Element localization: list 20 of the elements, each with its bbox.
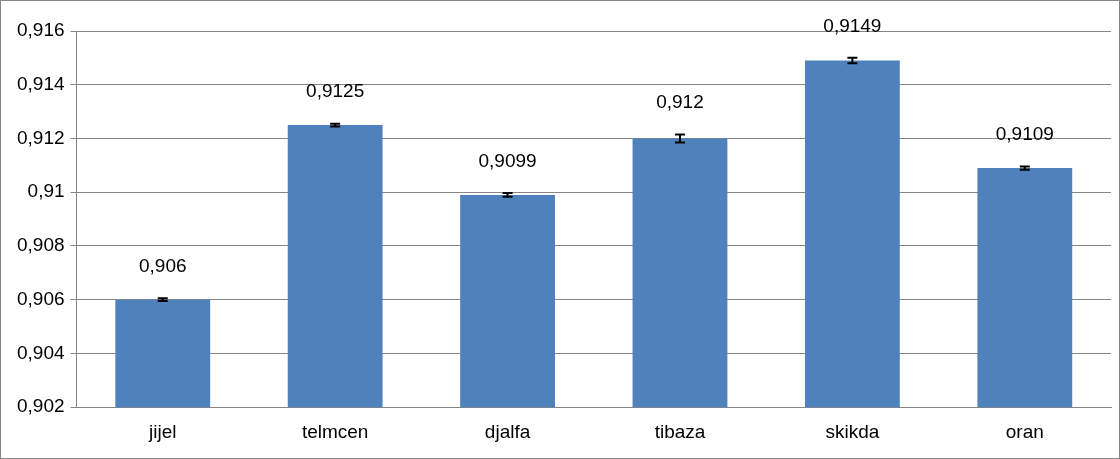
- x-tick-label: skikda: [825, 420, 880, 442]
- data-label: 0,9149: [823, 14, 882, 36]
- data-label: 0,9125: [306, 80, 365, 102]
- x-tick-label: tibaza: [654, 420, 706, 442]
- data-label: 0,9109: [995, 123, 1054, 145]
- y-tick-label: 0,904: [17, 341, 65, 363]
- y-tick-label: 0,906: [17, 287, 65, 309]
- data-label: 0,912: [656, 91, 704, 113]
- y-tick-label: 0,916: [17, 19, 65, 41]
- x-tick-label: telmcen: [301, 420, 369, 442]
- y-tick-label: 0,902: [17, 395, 65, 417]
- x-tick-label: oran: [1005, 420, 1044, 442]
- y-tick-label: 0,912: [17, 126, 65, 148]
- data-label: 0,906: [138, 255, 187, 277]
- y-tick-label: 0,91: [27, 180, 65, 202]
- x-tick-label: jijel: [148, 420, 177, 442]
- x-tick-label: djalfa: [484, 420, 531, 442]
- data-label: 0,9099: [478, 149, 537, 171]
- y-tick-label: 0,914: [17, 72, 65, 94]
- y-tick-label: 0,908: [17, 234, 65, 256]
